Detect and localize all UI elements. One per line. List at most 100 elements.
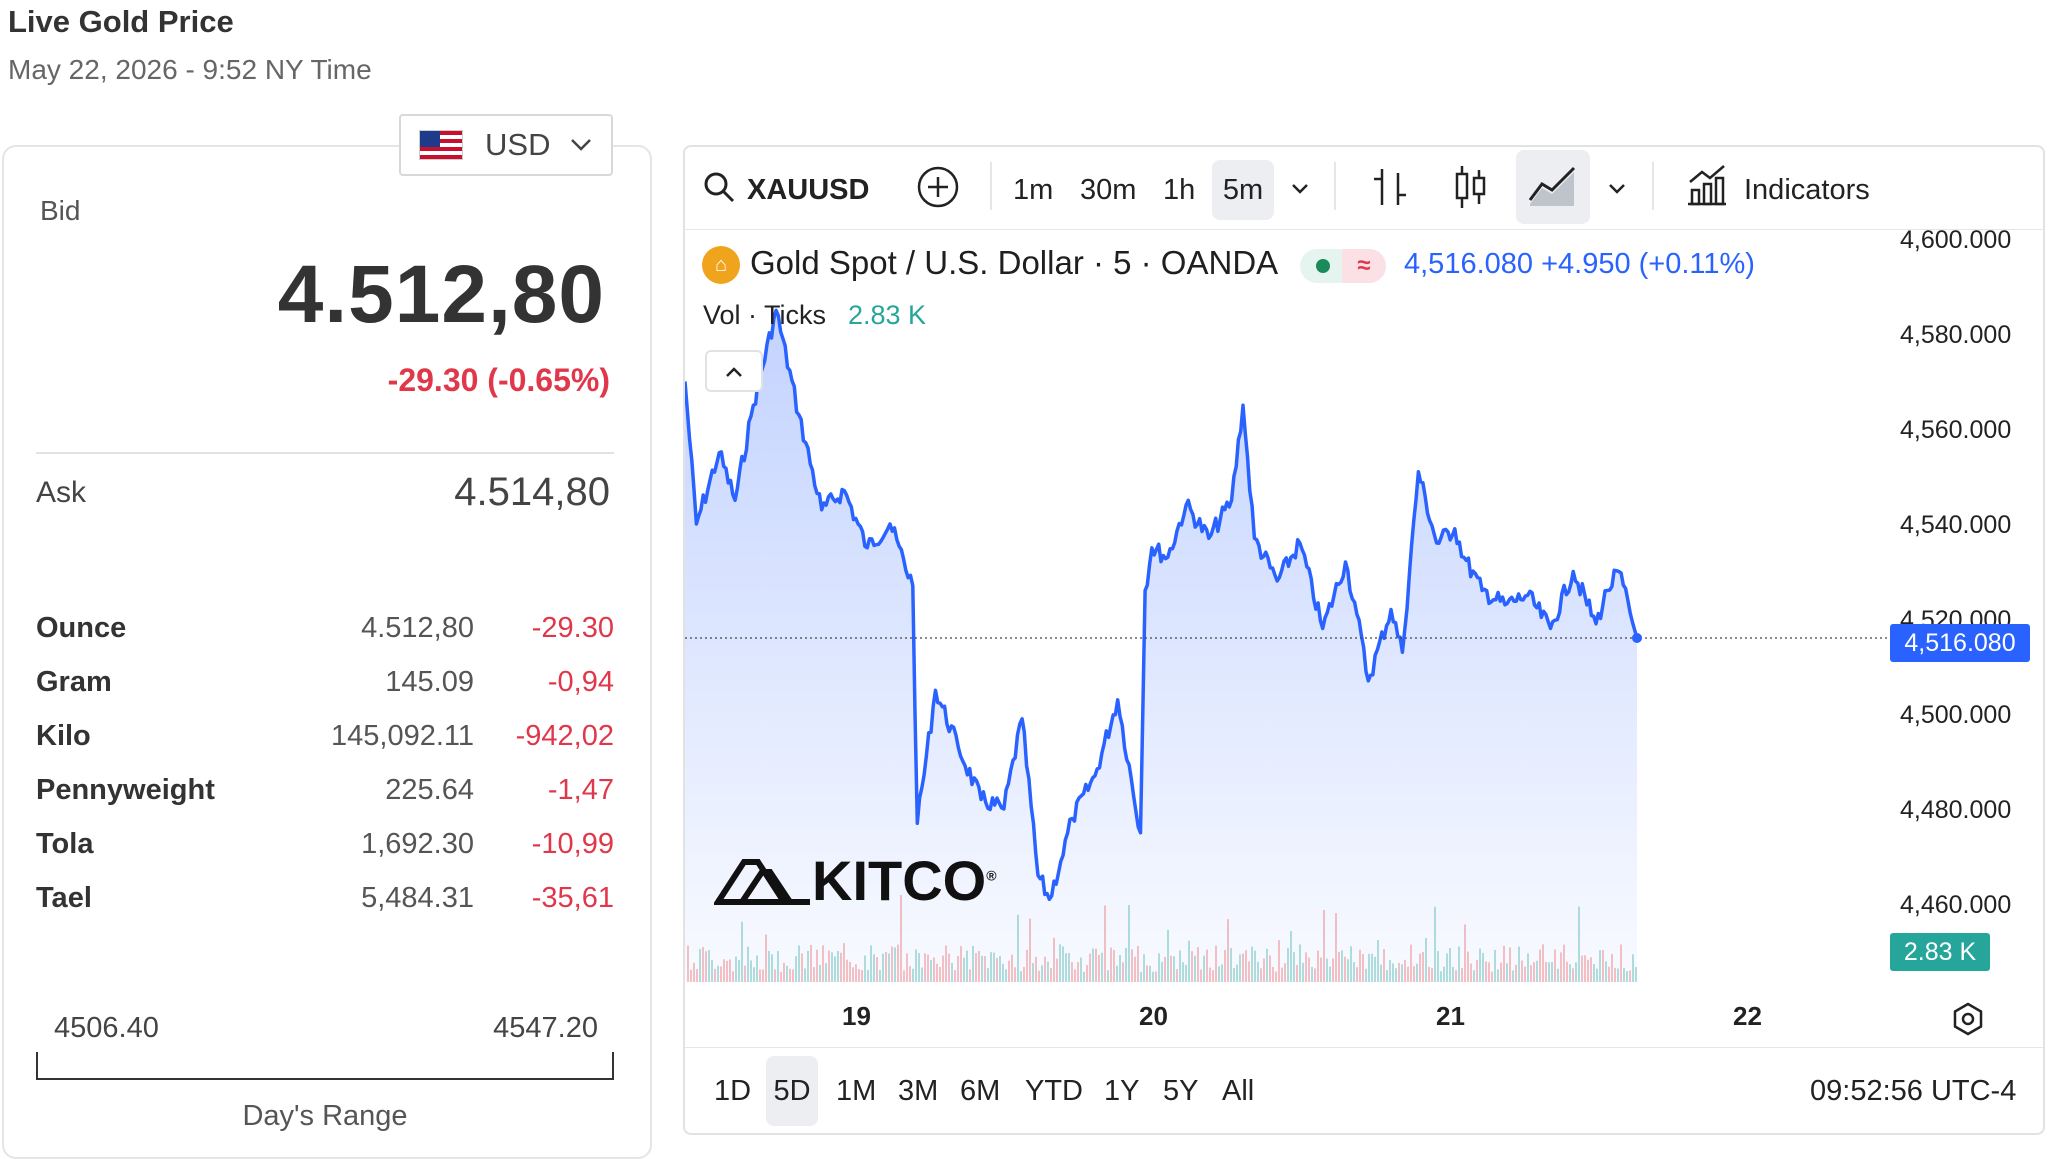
volume-legend-value: 2.83 K bbox=[848, 300, 927, 330]
y-axis-tick: 4,560.000 bbox=[1900, 416, 2012, 444]
timestamp-subtitle: May 22, 2026 - 9:52 NY Time bbox=[8, 54, 372, 85]
range-1d-button[interactable]: 1D bbox=[714, 1075, 752, 1107]
toolbar-separator bbox=[990, 162, 992, 210]
unit-name: Ounce bbox=[36, 612, 127, 644]
toolbar-separator bbox=[1652, 162, 1654, 210]
unit-change: -29.30 bbox=[531, 612, 614, 644]
toolbar-divider bbox=[685, 229, 2043, 230]
range-5y-button[interactable]: 5Y bbox=[1163, 1075, 1199, 1107]
y-axis-tick: 4,480.000 bbox=[1900, 796, 2012, 824]
range-1m-button[interactable]: 1M bbox=[836, 1075, 877, 1107]
interval-dropdown-icon[interactable] bbox=[1290, 182, 1310, 196]
range-all-button[interactable]: All bbox=[1222, 1075, 1255, 1107]
price-change: -29.30 (-0.65%) bbox=[387, 362, 610, 398]
price-line bbox=[685, 308, 1639, 902]
compare-add-icon[interactable] bbox=[916, 165, 960, 209]
x-axis-tick: 20 bbox=[1139, 1001, 1168, 1031]
unit-row-tael: Tael 5,484.31 -35,61 bbox=[36, 882, 614, 932]
range-5d-button[interactable]: 5D bbox=[766, 1056, 818, 1126]
legend-title: Gold Spot / U.S. Dollar · 5 · OANDA bbox=[750, 244, 1279, 281]
unit-name: Kilo bbox=[36, 720, 91, 752]
interval-30m-button[interactable]: 30m bbox=[1080, 174, 1137, 206]
bar-chart-icon[interactable] bbox=[1370, 165, 1410, 209]
last-price-dot bbox=[1632, 633, 1642, 643]
day-range-high: 4547.20 bbox=[493, 1012, 598, 1044]
unit-name: Tael bbox=[36, 882, 92, 914]
market-open-dot-icon bbox=[1316, 259, 1330, 273]
us-flag-icon bbox=[419, 130, 463, 160]
unit-row-pennyweight: Pennyweight 225.64 -1,47 bbox=[36, 774, 614, 824]
interval-1m-button[interactable]: 1m bbox=[1013, 174, 1054, 206]
unit-name: Gram bbox=[36, 666, 112, 698]
interval-1h-button[interactable]: 1h bbox=[1163, 174, 1196, 206]
chart-clock: 09:52:56 UTC-4 bbox=[1810, 1075, 2017, 1107]
volume-legend-label: Vol · Ticks bbox=[703, 300, 827, 330]
range-1y-button[interactable]: 1Y bbox=[1104, 1075, 1140, 1107]
unit-row-ounce: Ounce 4.512,80 -29.30 bbox=[36, 612, 614, 662]
unit-price: 225.64 bbox=[385, 774, 474, 806]
unit-change: -35,61 bbox=[531, 882, 614, 914]
delayed-data-icon: ≈ bbox=[1342, 249, 1386, 283]
kitco-mark-icon bbox=[712, 859, 810, 905]
day-range-bar bbox=[36, 1052, 614, 1080]
range-ytd-button[interactable]: YTD bbox=[1025, 1075, 1083, 1107]
x-axis-tick: 22 bbox=[1733, 1001, 1762, 1031]
last-price-tag: 4,516.080 bbox=[1890, 624, 2030, 662]
indicators-icon[interactable] bbox=[1686, 164, 1728, 208]
unit-change: -942,02 bbox=[515, 720, 614, 752]
gold-symbol-icon: ⌂ bbox=[702, 246, 740, 284]
bid-label: Bid bbox=[40, 195, 81, 226]
symbol-search-button[interactable]: XAUUSD bbox=[747, 174, 870, 206]
day-range-low: 4506.40 bbox=[54, 1012, 159, 1044]
price-area bbox=[685, 310, 1637, 982]
y-axis-tick: 4,600.000 bbox=[1900, 226, 2012, 254]
collapse-legend-button[interactable] bbox=[705, 350, 763, 392]
y-axis-tick: 4,460.000 bbox=[1900, 891, 2012, 919]
unit-change: -1,47 bbox=[547, 774, 614, 806]
unit-price: 1,692.30 bbox=[361, 828, 474, 860]
last-volume-tag: 2.83 K bbox=[1890, 933, 1990, 971]
x-axis-tick: 21 bbox=[1436, 1001, 1465, 1031]
day-range-label: Day's Range bbox=[242, 1100, 408, 1132]
divider bbox=[36, 452, 614, 454]
legend-price: 4,516.080 +4.950 (+0.11%) bbox=[1404, 248, 1755, 280]
unit-row-kilo: Kilo 145,092.11 -942,02 bbox=[36, 720, 614, 770]
y-axis-tick: 4,540.000 bbox=[1900, 511, 2012, 539]
y-axis-tick: 4,580.000 bbox=[1900, 321, 2012, 349]
area-chart-button[interactable] bbox=[1516, 150, 1590, 224]
bid-price: 4.512,80 bbox=[277, 249, 605, 340]
kitco-logo: KITCO® bbox=[712, 848, 997, 913]
range-6m-button[interactable]: 6M bbox=[960, 1075, 1001, 1107]
indicators-button[interactable]: Indicators bbox=[1744, 174, 1870, 206]
x-axis-tick: 19 bbox=[842, 1001, 871, 1031]
unit-row-tola: Tola 1,692.30 -10,99 bbox=[36, 828, 614, 878]
chart-settings-icon[interactable] bbox=[1950, 1001, 1986, 1037]
bottom-divider bbox=[685, 1047, 2043, 1048]
toolbar-separator bbox=[1334, 162, 1336, 210]
unit-change: -10,99 bbox=[531, 828, 614, 860]
y-axis-tick: 4,500.000 bbox=[1900, 701, 2012, 729]
unit-price: 145.09 bbox=[385, 666, 474, 698]
unit-change: -0,94 bbox=[547, 666, 614, 698]
range-3m-button[interactable]: 3M bbox=[898, 1075, 939, 1107]
unit-price: 4.512,80 bbox=[361, 612, 474, 644]
candles-icon[interactable] bbox=[1452, 164, 1488, 210]
unit-row-gram: Gram 145.09 -0,94 bbox=[36, 666, 614, 716]
interval-5m-button[interactable]: 5m bbox=[1212, 160, 1274, 220]
currency-select[interactable]: USD bbox=[399, 114, 613, 176]
area-chart-icon bbox=[1528, 166, 1576, 206]
page-title: Live Gold Price bbox=[8, 4, 234, 39]
currency-label: USD bbox=[485, 127, 551, 162]
ask-price: 4.514,80 bbox=[454, 470, 610, 514]
ask-label: Ask bbox=[36, 476, 87, 509]
chevron-up-icon bbox=[726, 367, 742, 377]
kitco-logo-text: KITCO bbox=[812, 849, 987, 912]
unit-price: 145,092.11 bbox=[331, 720, 474, 752]
unit-name: Pennyweight bbox=[36, 774, 215, 806]
chevron-down-icon bbox=[571, 139, 592, 151]
unit-name: Tola bbox=[36, 828, 94, 860]
price-chart-plot bbox=[685, 308, 1890, 982]
chart-type-dropdown-icon[interactable] bbox=[1607, 182, 1627, 196]
unit-price: 5,484.31 bbox=[361, 882, 474, 914]
search-icon[interactable] bbox=[702, 170, 736, 204]
